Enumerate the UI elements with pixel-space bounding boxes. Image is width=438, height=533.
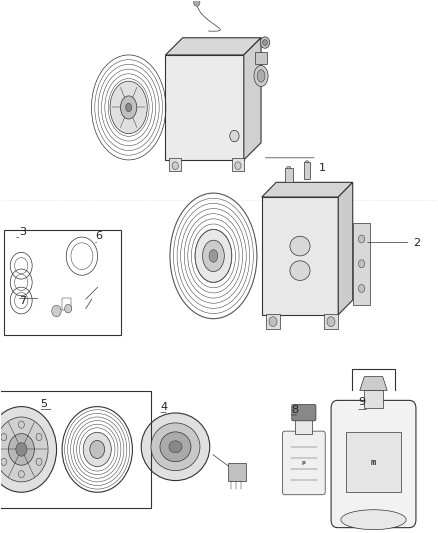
Bar: [262, 197, 338, 315]
Bar: [285, 167, 293, 182]
Text: 3: 3: [19, 227, 26, 237]
Ellipse shape: [141, 413, 210, 481]
Polygon shape: [360, 376, 387, 391]
Text: 1: 1: [319, 164, 326, 173]
Bar: [304, 161, 310, 180]
Ellipse shape: [305, 161, 309, 163]
Ellipse shape: [160, 432, 191, 462]
FancyBboxPatch shape: [331, 400, 416, 528]
Bar: [353, 223, 371, 305]
Bar: [4, 230, 121, 335]
Polygon shape: [244, 38, 261, 160]
Text: 9: 9: [358, 397, 365, 407]
Ellipse shape: [110, 81, 147, 134]
Polygon shape: [166, 38, 261, 55]
Circle shape: [90, 440, 105, 458]
Ellipse shape: [195, 230, 232, 282]
Ellipse shape: [169, 441, 182, 453]
Text: 8: 8: [291, 405, 298, 415]
Circle shape: [260, 37, 270, 49]
Polygon shape: [255, 52, 267, 64]
Ellipse shape: [120, 96, 137, 119]
Circle shape: [194, 0, 200, 6]
Polygon shape: [338, 182, 353, 315]
FancyBboxPatch shape: [283, 431, 325, 495]
Circle shape: [269, 317, 277, 327]
Ellipse shape: [209, 249, 218, 262]
Ellipse shape: [151, 423, 200, 471]
Circle shape: [0, 417, 48, 482]
Bar: [324, 314, 338, 329]
Ellipse shape: [287, 166, 291, 169]
Circle shape: [52, 305, 61, 317]
Bar: [228, 463, 246, 481]
Text: 2: 2: [413, 238, 420, 248]
Bar: [296, 419, 312, 434]
Circle shape: [1, 433, 7, 441]
Circle shape: [16, 443, 27, 456]
Circle shape: [327, 317, 335, 327]
Circle shape: [18, 471, 25, 478]
Ellipse shape: [290, 236, 310, 256]
Circle shape: [235, 162, 241, 169]
Text: m: m: [371, 457, 376, 466]
Circle shape: [358, 235, 365, 243]
Bar: [232, 158, 244, 172]
Circle shape: [0, 407, 57, 492]
Circle shape: [263, 39, 267, 45]
Text: p: p: [302, 461, 306, 465]
Ellipse shape: [254, 66, 268, 86]
Bar: [346, 432, 401, 492]
Circle shape: [358, 260, 365, 268]
Circle shape: [65, 304, 72, 313]
Circle shape: [36, 433, 42, 441]
Text: 7: 7: [19, 296, 26, 306]
Ellipse shape: [257, 70, 265, 82]
Bar: [364, 391, 383, 408]
Bar: [266, 314, 280, 329]
Ellipse shape: [341, 510, 406, 530]
Circle shape: [1, 458, 7, 465]
Ellipse shape: [126, 103, 132, 111]
Circle shape: [172, 162, 178, 169]
Circle shape: [230, 131, 239, 142]
Circle shape: [358, 285, 365, 293]
Text: 4: 4: [160, 402, 167, 412]
Polygon shape: [262, 182, 353, 197]
Text: 6: 6: [95, 231, 102, 241]
FancyBboxPatch shape: [292, 405, 316, 421]
Bar: [170, 158, 181, 172]
Ellipse shape: [290, 261, 310, 280]
Bar: [0, 391, 151, 508]
Bar: [166, 55, 244, 160]
Text: 5: 5: [41, 399, 48, 409]
Circle shape: [83, 432, 111, 466]
Circle shape: [18, 421, 25, 428]
Circle shape: [36, 458, 42, 465]
Circle shape: [8, 434, 34, 465]
Ellipse shape: [202, 240, 224, 272]
